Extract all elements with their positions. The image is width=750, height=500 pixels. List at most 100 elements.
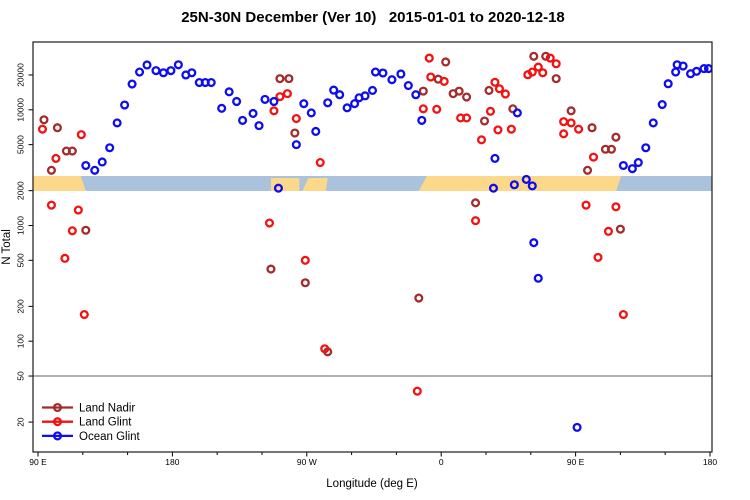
data-point (378, 68, 388, 78)
y-tick-label: 500 (16, 253, 26, 267)
data-point (370, 67, 381, 77)
data-point (67, 146, 77, 156)
data-point (411, 90, 421, 100)
x-tick-label: 90 E (29, 457, 47, 467)
data-point (545, 53, 555, 63)
data-point (572, 422, 582, 432)
data-point (166, 66, 176, 76)
legend: Land Nadir Land Glint Ocean Glint (42, 403, 141, 443)
data-point (323, 98, 333, 108)
land-segment (302, 178, 328, 191)
legend-entry: Land Glint (42, 417, 132, 429)
data-point (320, 344, 330, 354)
data-point (521, 174, 531, 185)
data-point (81, 225, 91, 235)
series-ocean-glint (81, 60, 713, 432)
axis-ticks: 90 E 180 90 W 0 90 E 180 20 50 100 200 500 1000 2000… (16, 63, 718, 467)
data-point (300, 255, 310, 265)
y-tick-label: 20000 (16, 63, 26, 87)
data-point (90, 165, 100, 175)
data-point (587, 123, 597, 133)
data-point (360, 91, 370, 101)
data-point (173, 60, 183, 70)
data-point (470, 216, 481, 226)
land-segment (418, 176, 622, 191)
data-point (454, 86, 464, 96)
data-point (470, 198, 481, 208)
data-point (269, 106, 279, 116)
data-point (615, 224, 625, 234)
data-point (254, 121, 264, 131)
data-point (120, 100, 130, 110)
legend-entry: Land Nadir (42, 403, 135, 415)
data-point (412, 386, 422, 396)
plot-border (32, 41, 713, 453)
data-point (73, 205, 83, 215)
data-point (566, 118, 576, 128)
data-point (641, 143, 651, 153)
y-tick-label: 50 (16, 371, 26, 381)
data-point (418, 86, 428, 96)
data-point (97, 157, 107, 167)
legend-label: Ocean Glint (79, 431, 141, 443)
data-point (46, 165, 56, 175)
data-point (282, 89, 292, 99)
data-point (476, 135, 487, 145)
data-point (275, 92, 285, 102)
data-point (692, 66, 702, 76)
data-point (490, 77, 500, 87)
data-point (506, 124, 516, 134)
legend-entry: Ocean Glint (42, 431, 141, 443)
data-point (551, 59, 561, 69)
data-point (46, 200, 56, 210)
data-point (657, 100, 667, 110)
land-segment (33, 176, 86, 191)
y-tick-label: 100 (16, 334, 26, 348)
data-point (112, 118, 122, 128)
data-point (699, 64, 709, 74)
data-point (224, 87, 234, 97)
data-point (418, 104, 428, 114)
data-point (232, 96, 242, 107)
y-tick-label: 5000 (16, 135, 26, 154)
data-point (527, 181, 537, 191)
data-point (79, 309, 89, 320)
x-axis-title: Longitude (deg E) (326, 478, 418, 490)
data-point (582, 165, 593, 175)
data-point (39, 115, 49, 125)
x-tick-label: 90 E (567, 457, 585, 467)
data-point (611, 202, 621, 212)
data-point (127, 79, 137, 89)
x-tick-label: 0 (439, 457, 444, 467)
data-point (396, 69, 406, 79)
y-tick-label: 20 (16, 417, 26, 427)
x-tick-label: 90 W (297, 457, 317, 467)
data-point (414, 293, 424, 303)
data-point (494, 84, 504, 94)
data-point (588, 152, 599, 162)
data-point (485, 106, 496, 116)
data-point (663, 79, 673, 89)
data-point (484, 85, 494, 95)
data-point (424, 53, 434, 63)
data-point (134, 67, 145, 77)
data-point (462, 113, 472, 123)
data-point (37, 124, 48, 134)
data-point (342, 103, 352, 113)
data-point (426, 72, 436, 82)
data-point (206, 77, 216, 88)
data-point (527, 67, 537, 77)
data-point (350, 99, 360, 109)
data-point (512, 108, 522, 118)
data-point (432, 104, 442, 114)
data-point (441, 57, 451, 67)
data-point (509, 180, 519, 190)
data-point (439, 76, 449, 86)
chart-title: 25N-30N December (Ver 10) 2015-01-01 to … (181, 9, 565, 26)
data-point (529, 238, 539, 248)
data-point (260, 94, 270, 104)
data-point (81, 160, 91, 171)
y-tick-label: 1000 (16, 216, 26, 235)
data-point (479, 116, 490, 126)
